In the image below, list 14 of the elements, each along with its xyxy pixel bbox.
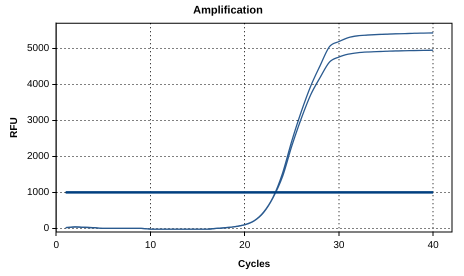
y-tick-label: 5000 <box>26 43 50 54</box>
y-tick-label: 0 <box>44 223 50 234</box>
y-tick-label: 3000 <box>26 115 50 126</box>
x-tick-label: 30 <box>333 240 345 251</box>
chart-title: Amplification <box>193 4 264 17</box>
x-tick-label: 20 <box>239 240 251 251</box>
x-tick-label: 10 <box>144 240 156 251</box>
x-tick-label: 0 <box>53 240 60 251</box>
x-tick-label: 40 <box>428 240 440 251</box>
y-tick-label: 2000 <box>26 151 50 162</box>
x-axis-title: Cycles <box>238 258 271 270</box>
y-axis-title: RFU <box>8 117 20 138</box>
y-tick-label: 1000 <box>26 187 50 198</box>
y-tick-label: 4000 <box>26 79 50 90</box>
